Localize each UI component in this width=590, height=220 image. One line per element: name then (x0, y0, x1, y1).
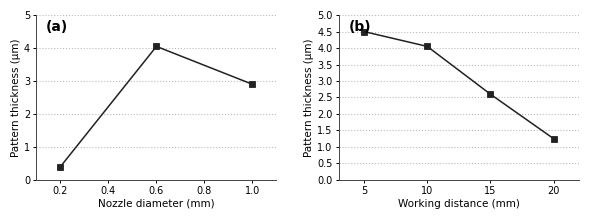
Y-axis label: Pattern thickness (μm): Pattern thickness (μm) (11, 38, 21, 157)
Text: (b): (b) (349, 20, 371, 34)
X-axis label: Working distance (mm): Working distance (mm) (398, 199, 520, 209)
Text: (a): (a) (46, 20, 68, 34)
Y-axis label: Pattern thickness (μm): Pattern thickness (μm) (304, 38, 314, 157)
X-axis label: Nozzle diameter (mm): Nozzle diameter (mm) (98, 199, 215, 209)
